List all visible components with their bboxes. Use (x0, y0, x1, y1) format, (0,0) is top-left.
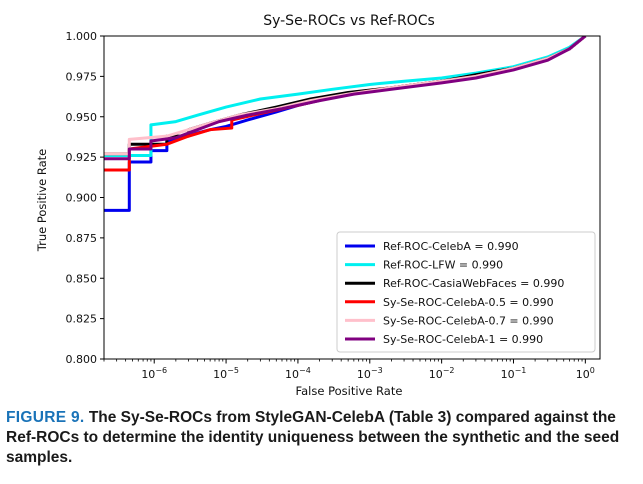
legend-entry: Sy-Se-ROC-CelebA-0.7 = 0.990 (383, 314, 554, 327)
x-tick-label: 10−2 (429, 366, 455, 381)
x-tick-label: 100 (576, 366, 595, 381)
x-tick-label: 10−1 (501, 366, 527, 381)
figure-label: FIGURE 9. (6, 409, 85, 426)
figure-caption: FIGURE 9. The Sy-Se-ROCs from StyleGAN-C… (6, 408, 636, 468)
series-line-4 (104, 36, 587, 172)
y-tick-label: 0.900 (66, 192, 98, 205)
legend-entry: Sy-Se-ROC-CelebA-0.5 = 0.990 (383, 296, 554, 309)
x-tick-label: 10−4 (285, 366, 311, 381)
series-line-6 (104, 36, 587, 161)
chart-title: Sy-Se-ROCs vs Ref-ROCs (263, 13, 435, 29)
series-line-5 (104, 36, 587, 156)
legend-entry: Sy-Se-ROC-CelebA-1 = 0.990 (383, 333, 543, 346)
legend-entry: Ref-ROC-CelebA = 0.990 (383, 240, 519, 253)
legend-box (336, 231, 596, 353)
legend-entry: Ref-ROC-CasiaWebFaces = 0.990 (383, 277, 564, 290)
y-axis-label: True Positive Rate (35, 149, 49, 252)
y-tick-label: 0.800 (66, 353, 98, 366)
y-tick-label: 0.825 (66, 313, 98, 326)
x-tick-label: 10−3 (357, 366, 383, 381)
y-tick-label: 0.925 (66, 151, 98, 164)
axes: 0.800 0.825 0.850 0.875 0.900 0.925 0.950 0.975… (66, 30, 601, 381)
y-tick-label: 1.000 (66, 30, 98, 43)
x-tick-label: 10−5 (213, 366, 239, 381)
legend-entry: Ref-ROC-LFW = 0.990 (383, 259, 503, 272)
y-tick-label: 0.875 (66, 232, 98, 245)
caption-text: The Sy-Se-ROCs from StyleGAN-CelebA (Tab… (6, 409, 620, 466)
y-tick-label: 0.950 (66, 111, 98, 124)
legend: Ref-ROC-CelebA = 0.990 Ref-ROC-LFW = 0.99… (336, 231, 596, 353)
plot-lines (104, 36, 587, 212)
series-line-1 (104, 36, 587, 212)
y-tick-label: 0.850 (66, 272, 98, 285)
y-tick-label: 0.975 (66, 70, 98, 83)
x-tick-label: 10−6 (141, 366, 167, 381)
series-line-2 (104, 36, 587, 158)
roc-chart: Sy-Se-ROCs vs Ref-ROCs 0.8000.8250.8500.… (35, 13, 601, 398)
x-axis-label: False Positive Rate (296, 384, 403, 398)
